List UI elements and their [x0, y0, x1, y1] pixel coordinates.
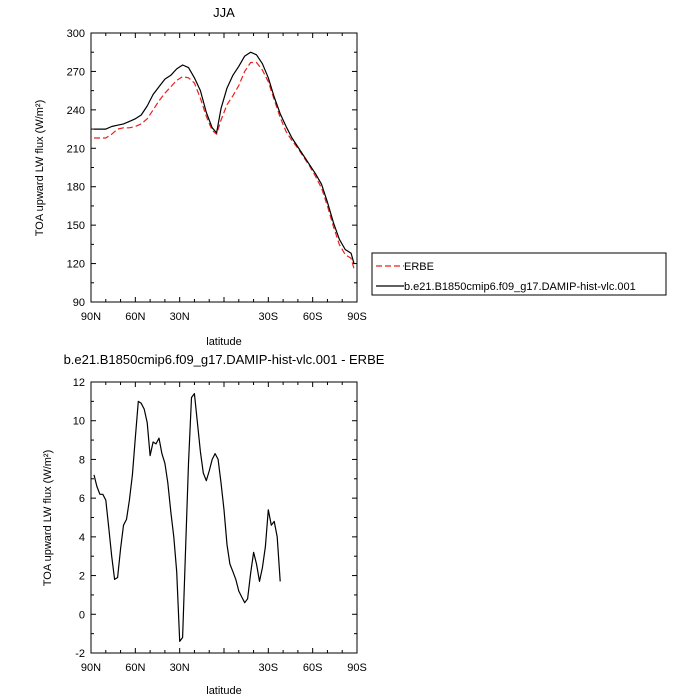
- bottom-chart-y-tick-label: 10: [73, 416, 85, 428]
- top-chart-ticks: 90N 60N 30N 30S 60S 90S 90 120 150 180 210 240 270 30…: [67, 28, 367, 323]
- top-chart-series-line-0: [94, 61, 355, 269]
- top-chart-y-tick-label: 240: [67, 105, 85, 117]
- top-chart-y-tick-label: 210: [67, 143, 85, 155]
- top-chart-x-tick-label: 90N: [81, 311, 101, 323]
- bottom-chart-y-tick-label: 4: [79, 532, 85, 544]
- bottom-chart-y-tick-label: 0: [79, 609, 85, 621]
- top-chart-y-tick-label: 300: [67, 28, 85, 40]
- legend: ERBE b.e21.B1850cmip6.f09_g17.DAMIP-hist…: [371, 252, 667, 296]
- top-chart-x-tick-label: 30N: [170, 311, 190, 323]
- top-chart-x-tick-label: 60S: [303, 311, 323, 323]
- top-chart-title: JJA: [213, 5, 235, 20]
- bottom-chart-x-tick-label: 90N: [81, 662, 101, 674]
- top-chart-x-tick-label: 30S: [259, 311, 279, 323]
- legend-box: [371, 252, 667, 296]
- bottom-chart-y-axis-label: TOA upward LW flux (W/m²): [42, 450, 54, 587]
- bottom-chart-plot-frame: [90, 381, 358, 654]
- top-chart-x-tick-label: 60N: [125, 311, 145, 323]
- bottom-chart-y-tick-label: 6: [79, 493, 85, 505]
- top-chart-y-tick-label: 120: [67, 259, 85, 271]
- top-chart-y-tick-label: 90: [73, 297, 85, 309]
- top-chart-x-axis-label: latitude: [206, 336, 241, 348]
- top-chart-y-tick-label: 270: [67, 66, 85, 78]
- bottom-chart-panel: b.e21.B1850cmip6.f09_g17.DAMIP-hist-vlc.…: [42, 352, 385, 697]
- bottom-chart-series-line-0: [93, 393, 281, 643]
- top-chart-y-tick-label: 150: [67, 220, 85, 232]
- bottom-chart-x-tick-label: 60S: [303, 662, 323, 674]
- bottom-chart-x-tick-label: 60N: [125, 662, 145, 674]
- bottom-chart-x-tick-label: 30N: [170, 662, 190, 674]
- bottom-chart-lines: [93, 393, 281, 643]
- top-chart-panel: JJA 90N 60N 30N 30S 60S 90S 90 120 150 180 210 240 2…: [34, 5, 367, 348]
- bottom-chart-y-tick-label: 12: [73, 377, 85, 389]
- bottom-chart-title: b.e21.B1850cmip6.f09_g17.DAMIP-hist-vlc.…: [64, 352, 385, 367]
- top-chart-lines: [94, 51, 355, 269]
- top-chart-x-tick-label: 90S: [347, 311, 367, 323]
- bottom-chart-y-tick-label: -2: [75, 648, 85, 660]
- bottom-chart-ticks: 90N 60N 30N 30S 60S 90S -2 0 2 4 6 8 10 12: [73, 377, 367, 674]
- legend-entry-erbe-label: ERBE: [404, 261, 434, 273]
- top-chart-series-line-1: [94, 51, 355, 264]
- top-chart-y-axis-label: TOA upward LW flux (W/m²): [34, 100, 46, 237]
- top-chart-plot-frame: [90, 32, 358, 303]
- bottom-chart-y-tick-label: 8: [79, 454, 85, 466]
- legend-entry-model-label: b.e21.B1850cmip6.f09_g17.DAMIP-hist-vlc.…: [404, 281, 636, 293]
- bottom-chart-x-axis-label: latitude: [206, 685, 241, 697]
- bottom-chart-y-tick-label: 2: [79, 571, 85, 583]
- bottom-chart-x-tick-label: 90S: [347, 662, 367, 674]
- bottom-chart-x-tick-label: 30S: [259, 662, 279, 674]
- top-chart-y-tick-label: 180: [67, 182, 85, 194]
